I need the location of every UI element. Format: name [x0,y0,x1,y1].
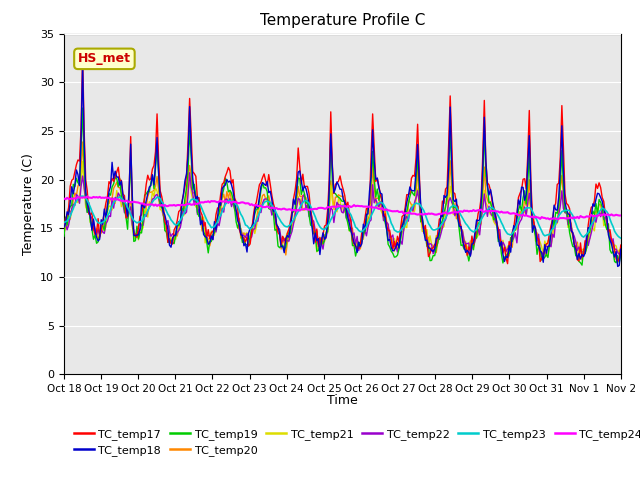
Line: TC_temp22: TC_temp22 [64,173,621,256]
TC_temp22 [186,170,193,176]
TC_temp17 [617,242,625,248]
TC_temp20 [79,139,86,145]
TC_temp20 [130,232,138,238]
TC_temp23 [246,226,254,232]
TC_temp23 [130,218,138,224]
TC_temp19 [60,233,68,239]
TC_temp24 [255,203,263,209]
TC_temp22 [467,253,474,259]
Line: TC_temp24: TC_temp24 [64,196,621,219]
TC_temp19 [228,190,236,196]
TC_temp23 [228,199,236,204]
TC_temp17 [246,241,254,247]
TC_temp21 [228,202,236,208]
TC_temp22 [60,223,68,229]
TC_temp17 [589,204,596,209]
TC_temp21 [130,233,138,239]
Line: TC_temp17: TC_temp17 [64,54,621,264]
Line: TC_temp19: TC_temp19 [64,108,621,265]
TC_temp17 [305,191,313,197]
Y-axis label: Temperature (C): Temperature (C) [22,153,35,255]
TC_temp21 [305,207,313,213]
TC_temp23 [588,222,595,228]
TC_temp23 [255,210,263,216]
TC_temp20 [589,217,596,223]
TC_temp19 [255,198,263,204]
TC_temp18 [60,224,68,230]
TC_temp18 [246,226,254,231]
Title: Temperature Profile C: Temperature Profile C [260,13,425,28]
TC_temp19 [305,212,313,218]
Line: TC_temp23: TC_temp23 [64,196,621,238]
TC_temp19 [79,105,86,111]
TC_temp17 [504,261,511,266]
TC_temp18 [588,213,595,219]
TC_temp18 [614,264,621,269]
TC_temp22 [589,223,596,228]
TC_temp21 [255,204,263,210]
Line: TC_temp20: TC_temp20 [64,142,621,260]
TC_temp23 [305,200,313,206]
TC_temp22 [228,204,236,209]
TC_temp20 [617,247,625,252]
X-axis label: Time: Time [327,394,358,407]
TC_temp24 [83,193,91,199]
TC_temp24 [246,202,254,208]
TC_temp18 [228,182,236,188]
TC_temp19 [246,234,254,240]
TC_temp18 [255,194,263,200]
TC_temp17 [60,225,68,230]
TC_temp23 [79,193,86,199]
TC_temp24 [130,199,138,204]
TC_temp19 [578,262,586,268]
TC_temp22 [255,209,263,215]
TC_temp24 [589,213,596,219]
TC_temp21 [617,250,625,256]
TC_temp21 [79,159,86,165]
TC_temp21 [60,228,68,234]
Legend: TC_temp17, TC_temp18, TC_temp19, TC_temp20, TC_temp21, TC_temp22, TC_temp23, TC_: TC_temp17, TC_temp18, TC_temp19, TC_temp… [70,424,640,460]
TC_temp18 [130,232,138,238]
TC_temp23 [60,220,68,226]
Text: HS_met: HS_met [78,52,131,65]
TC_temp18 [617,246,625,252]
TC_temp20 [305,208,313,214]
TC_temp22 [246,236,254,241]
TC_temp20 [228,198,236,204]
TC_temp20 [255,203,263,209]
TC_temp21 [540,251,547,257]
TC_temp24 [546,216,554,222]
TC_temp23 [617,235,625,241]
TC_temp22 [129,222,136,228]
TC_temp22 [305,214,313,219]
TC_temp21 [246,236,254,241]
TC_temp18 [79,62,86,68]
Line: TC_temp18: TC_temp18 [64,65,621,266]
TC_temp17 [79,51,86,57]
TC_temp20 [578,257,586,263]
TC_temp21 [589,226,596,231]
TC_temp24 [60,196,68,202]
TC_temp24 [228,200,236,205]
Line: TC_temp21: TC_temp21 [64,162,621,254]
TC_temp24 [305,207,313,213]
TC_temp19 [589,208,596,214]
TC_temp19 [617,252,625,258]
TC_temp22 [617,251,625,257]
TC_temp17 [228,180,236,186]
TC_temp18 [305,202,313,207]
TC_temp17 [130,232,138,238]
TC_temp24 [617,213,625,218]
TC_temp20 [60,230,68,236]
TC_temp19 [130,239,138,244]
TC_temp17 [255,182,263,188]
TC_temp20 [246,233,254,239]
